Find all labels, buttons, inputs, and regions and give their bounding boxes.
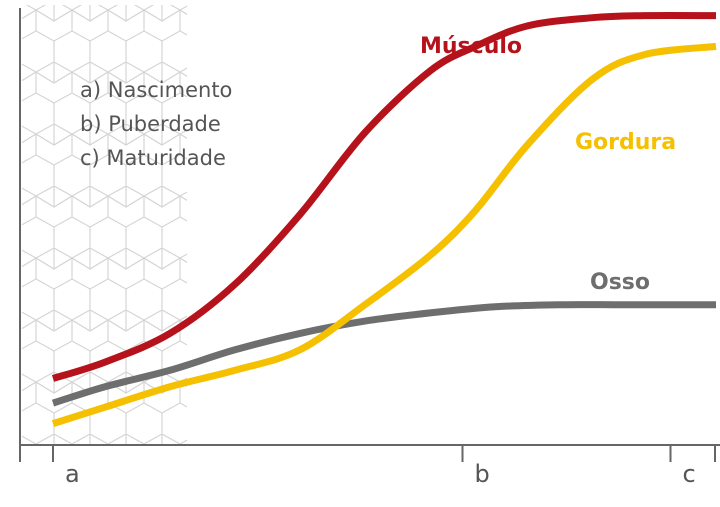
legend-item-maturity: c) Maturidade xyxy=(80,146,226,170)
series-labels: Músculo Gordura Osso xyxy=(420,34,676,295)
series-line-2 xyxy=(51,301,716,407)
series-label-1: Gordura xyxy=(575,130,676,155)
series-label-2: Osso xyxy=(590,270,650,295)
series-line-0 xyxy=(51,11,717,382)
x-tick-label: a xyxy=(65,460,80,488)
series-line-1 xyxy=(51,42,717,427)
series-lines xyxy=(51,11,717,427)
series-label-0: Músculo xyxy=(420,34,522,59)
legend-item-puberty: b) Puberdade xyxy=(80,112,221,136)
legend-item-birth: a) Nascimento xyxy=(80,78,232,102)
background-pattern xyxy=(22,5,187,445)
x-ticks: a b c xyxy=(52,445,696,488)
x-tick-label: c xyxy=(683,460,696,488)
x-tick-label: b xyxy=(475,460,490,488)
legend: a) Nascimento b) Puberdade c) Maturidade xyxy=(80,78,232,170)
